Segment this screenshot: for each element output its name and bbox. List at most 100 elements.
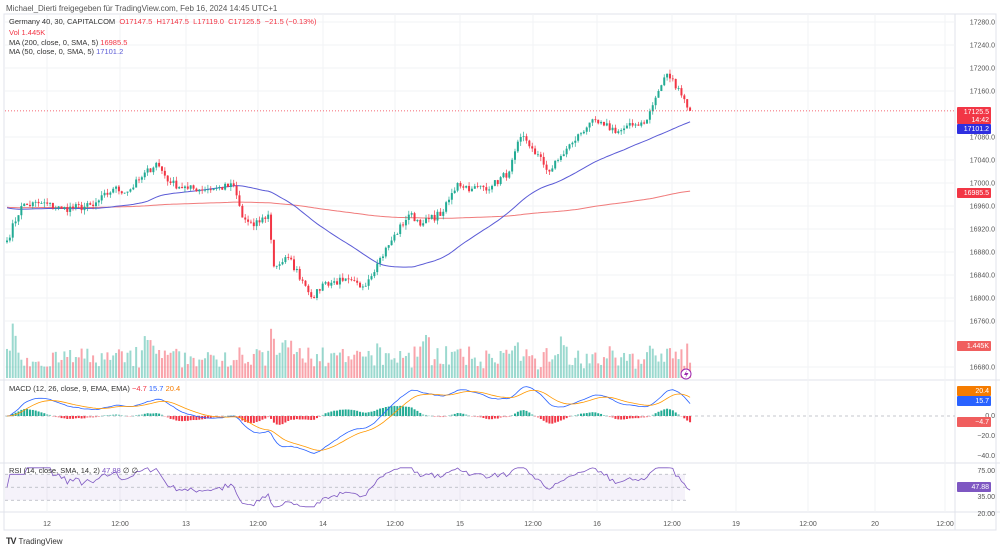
macd-histogram-bar (643, 416, 646, 418)
ma200-legend[interactable]: MA (200, close, 0, SMA, 5) 16985.5 (9, 38, 127, 47)
volume-bar (571, 365, 574, 378)
volume-bar (430, 365, 433, 378)
candle-body (577, 134, 580, 141)
volume-bar (244, 363, 247, 378)
macd-histogram-bar (513, 413, 516, 416)
symbol-name[interactable]: Germany 40, 30, CAPITALCOM (9, 17, 116, 26)
candle-body (623, 128, 626, 131)
volume-bar (465, 364, 468, 378)
volume-bar (648, 345, 651, 378)
candle-body (402, 224, 405, 226)
time-tick: 20 (871, 521, 879, 528)
volume-bar (72, 362, 75, 378)
volume-bar (404, 356, 407, 378)
candle-body (470, 188, 473, 192)
macd-histogram-bar (666, 408, 669, 416)
macd-histogram-bar (525, 410, 528, 416)
macd-histogram-bar (393, 405, 396, 416)
volume-bar (496, 363, 499, 378)
macd-histogram-bar (493, 416, 496, 419)
volume-bar (539, 367, 542, 378)
candle-body (115, 186, 118, 189)
macd-signal-line (6, 389, 691, 451)
candle-body (100, 195, 103, 201)
volume-bar (80, 348, 83, 378)
candle-body (519, 137, 522, 142)
volume-bar (106, 352, 109, 378)
macd-histogram-bar (600, 413, 603, 416)
volume-bar (298, 348, 301, 378)
macd-histogram-bar (333, 410, 336, 416)
volume-bar (548, 361, 551, 378)
candle-body (404, 219, 407, 226)
macd-histogram-bar (37, 411, 40, 416)
volume-bar (344, 362, 347, 378)
macd-histogram-bar (350, 409, 353, 416)
candle-body (625, 125, 628, 129)
candle-body (126, 191, 129, 193)
candle-body (353, 280, 356, 281)
volume-bar (37, 361, 40, 378)
macd-histogram-bar (255, 416, 258, 422)
candle-body (376, 263, 379, 273)
macd-legend[interactable]: MACD (12, 26, close, 9, EMA, EMA) −4.7 1… (9, 384, 180, 393)
candle-body (683, 95, 686, 100)
macd-histogram-bar (396, 406, 399, 416)
volume-bar (149, 340, 152, 378)
candle-body (410, 213, 413, 215)
candle-body (341, 277, 344, 281)
volume-bar (654, 355, 657, 378)
rsi-legend[interactable]: RSI (14, close, SMA, 14, 2) 47.88 ∅ ∅ (9, 466, 138, 475)
candle-body (393, 234, 396, 241)
volume-legend[interactable]: Vol 1.445K (9, 28, 45, 37)
rsi-badge: 47.88 (957, 482, 991, 492)
macd-histogram-bar (402, 406, 405, 416)
candle-body (83, 206, 86, 211)
candle-body (315, 289, 318, 298)
volume-bar (361, 356, 364, 378)
macd-histogram-bar (640, 416, 643, 418)
volume-bar (425, 334, 428, 378)
volume-bar (278, 352, 281, 378)
macd-histogram-bar (671, 410, 674, 416)
candle-body (427, 218, 430, 220)
volume-bar (89, 362, 92, 378)
candle-body (74, 204, 77, 209)
volume-bar (485, 350, 488, 378)
volume-bar (295, 351, 298, 378)
candle-body (255, 220, 258, 227)
macd-histogram-bar (617, 416, 620, 420)
volume-bar (554, 355, 557, 378)
volume-bar (628, 354, 631, 378)
volume-bar (152, 345, 155, 378)
macd-histogram-bar (511, 415, 514, 416)
open-value: O17147.5 (119, 17, 153, 26)
macd-histogram-bar (146, 413, 149, 416)
macd-histogram-bar (499, 416, 502, 418)
macd-histogram-bar (267, 416, 270, 418)
candle-body (677, 88, 680, 89)
macd-histogram-bar (445, 416, 448, 417)
volume-bar (160, 358, 163, 378)
candle-body (293, 259, 295, 271)
volume-bar (637, 359, 640, 378)
candle-body (135, 179, 138, 188)
candle-body (390, 240, 393, 246)
candle-body (86, 203, 89, 207)
macd-histogram-bar (51, 416, 54, 417)
candle-body (66, 207, 69, 212)
candle-body (149, 168, 152, 173)
macd-histogram-bar (680, 416, 683, 417)
time-tick: 16 (593, 521, 601, 528)
volume-bar (459, 348, 462, 378)
time-tick: 12:00 (386, 521, 404, 528)
macd-histogram-bar (198, 416, 201, 420)
rsi-line (6, 467, 691, 508)
footer-brand: TV TradingView (6, 536, 63, 546)
candle-body (140, 177, 143, 180)
ma50-badge-bg (957, 124, 991, 134)
ma50-legend[interactable]: MA (50, close, 0, SMA, 5) 17101.2 (9, 47, 123, 56)
volume-bar (69, 350, 72, 378)
